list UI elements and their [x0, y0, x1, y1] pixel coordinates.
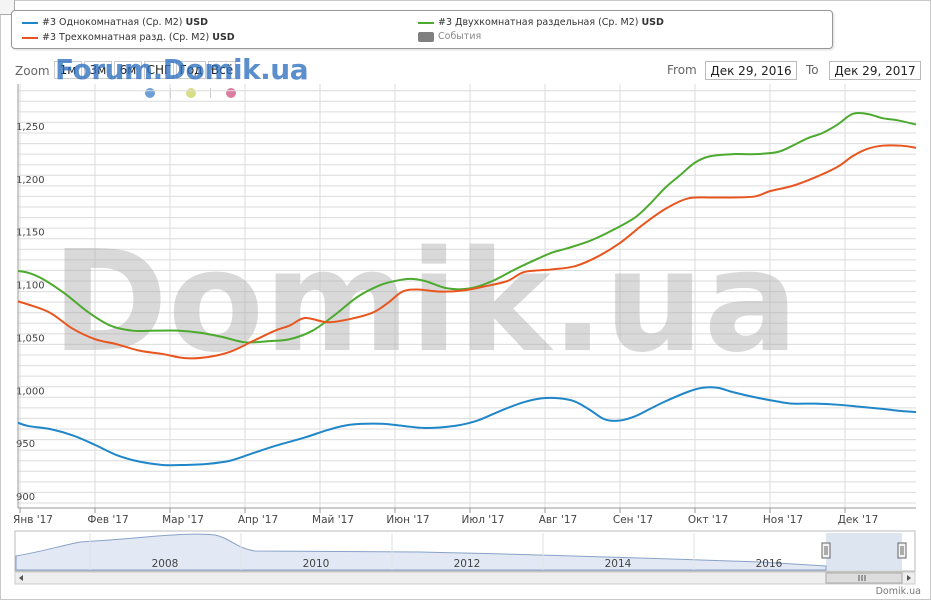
- legend-line-swatch: [22, 21, 38, 24]
- navigator-handle[interactable]: [897, 542, 907, 559]
- grid-lines: [18, 84, 916, 508]
- range-from-label: From: [667, 63, 697, 77]
- y-tick-label: 1,150: [16, 228, 45, 239]
- x-tick-label: Мар '17: [162, 514, 204, 526]
- legend-item-label: #3 Трехкомнатная разд. (Ср. М2): [42, 32, 210, 43]
- event-flag-pink[interactable]: [226, 88, 236, 98]
- legend-item-label: События: [438, 31, 482, 42]
- x-tick-label: Янв '17: [13, 514, 53, 526]
- x-tick-label: Окт '17: [688, 514, 728, 526]
- x-tick-label: Июн '17: [386, 514, 429, 526]
- zoom-3m-button[interactable]: 3м: [84, 61, 112, 79]
- x-tick-label: Фев '17: [87, 514, 128, 526]
- event-separator: [210, 88, 211, 98]
- range-to-input[interactable]: Дек 29, 2017: [829, 61, 921, 80]
- legend-item-label: #3 Однокомнатная (Ср. М2): [42, 17, 183, 28]
- series-line-1: [18, 386, 916, 467]
- zoom-6m-button[interactable]: 6м: [114, 61, 142, 79]
- scroll-left-icon[interactable]: [19, 575, 23, 581]
- y-tick-label: 1,100: [16, 281, 45, 292]
- event-flag-blue[interactable]: [145, 88, 155, 98]
- scrollbar-thumb[interactable]: [825, 572, 903, 584]
- navigator-year-label: 2010: [303, 558, 330, 570]
- event-flag-yellow[interactable]: [186, 88, 196, 98]
- series-line-2: [18, 112, 916, 344]
- chart-legend: #3 Однокомнатная (Ср. М2) USD #3 Двухком…: [11, 10, 833, 49]
- scrollbar-track: [14, 571, 916, 585]
- series-line-3: [18, 144, 916, 360]
- zoom-label: Zoom: [15, 64, 50, 78]
- x-tick-label: Авг '17: [539, 514, 577, 526]
- x-tick-label: Сен '17: [613, 514, 653, 526]
- scroll-right-icon[interactable]: [907, 575, 911, 581]
- x-tick-label: Апр '17: [238, 514, 278, 526]
- navigator-handle[interactable]: [821, 542, 831, 559]
- x-tick-label: Май '17: [312, 514, 354, 526]
- zoom-1m-button[interactable]: 1м: [54, 61, 82, 79]
- zoom-year-button[interactable]: Год: [176, 61, 206, 79]
- range-from-input[interactable]: Дек 29, 2016: [705, 61, 797, 80]
- zoom-ytd-button[interactable]: СНГ: [144, 61, 174, 79]
- navigator-year-label: 2008: [152, 558, 179, 570]
- x-tick-label: Ноя '17: [763, 514, 803, 526]
- legend-item-one-room[interactable]: #3 Однокомнатная (Ср. М2) USD: [22, 17, 208, 28]
- legend-item-two-room[interactable]: #3 Двухкомнатная раздельная (Ср. М2) USD: [418, 17, 664, 28]
- y-tick-label: 900: [16, 492, 35, 503]
- x-tick-label: Дек '17: [838, 514, 879, 526]
- navigator: 2008 2010 2012 2014 2016: [14, 530, 916, 585]
- navigator-year-label: 2016: [756, 558, 783, 570]
- credit-link[interactable]: Domik.ua: [875, 586, 921, 597]
- legend-item-three-room[interactable]: #3 Трехкомнатная разд. (Ср. М2) USD: [22, 32, 235, 43]
- navigator-frame: [14, 530, 916, 572]
- legend-item-unit: USD: [212, 32, 235, 43]
- legend-line-swatch: [418, 21, 434, 24]
- y-tick-label: 1,200: [16, 175, 45, 186]
- legend-item-unit: USD: [185, 17, 208, 28]
- legend-item-unit: USD: [641, 17, 664, 28]
- legend-box-swatch: [418, 31, 434, 42]
- navigator-area: [15, 533, 827, 571]
- navigator-selection: [826, 533, 902, 570]
- zoom-all-button[interactable]: Всё: [208, 61, 236, 79]
- legend-item-label: #3 Двухкомнатная раздельная (Ср. М2): [438, 17, 639, 28]
- y-tick-label: 950: [16, 439, 35, 450]
- navigator-year-label: 2012: [454, 558, 481, 570]
- navigator-year-label: 2014: [605, 558, 632, 570]
- legend-line-swatch: [22, 36, 38, 39]
- domik-watermark: Domik.ua: [52, 221, 799, 384]
- forum-watermark: Forum.Domik.ua: [55, 53, 309, 86]
- legend-item-events[interactable]: События: [418, 31, 481, 42]
- range-to-label: To: [806, 63, 819, 77]
- y-tick-label: 1,250: [16, 122, 45, 133]
- y-tick-label: 1,000: [16, 386, 45, 397]
- x-tick-label: Июл '17: [462, 514, 505, 526]
- y-tick-label: 1,050: [16, 333, 45, 344]
